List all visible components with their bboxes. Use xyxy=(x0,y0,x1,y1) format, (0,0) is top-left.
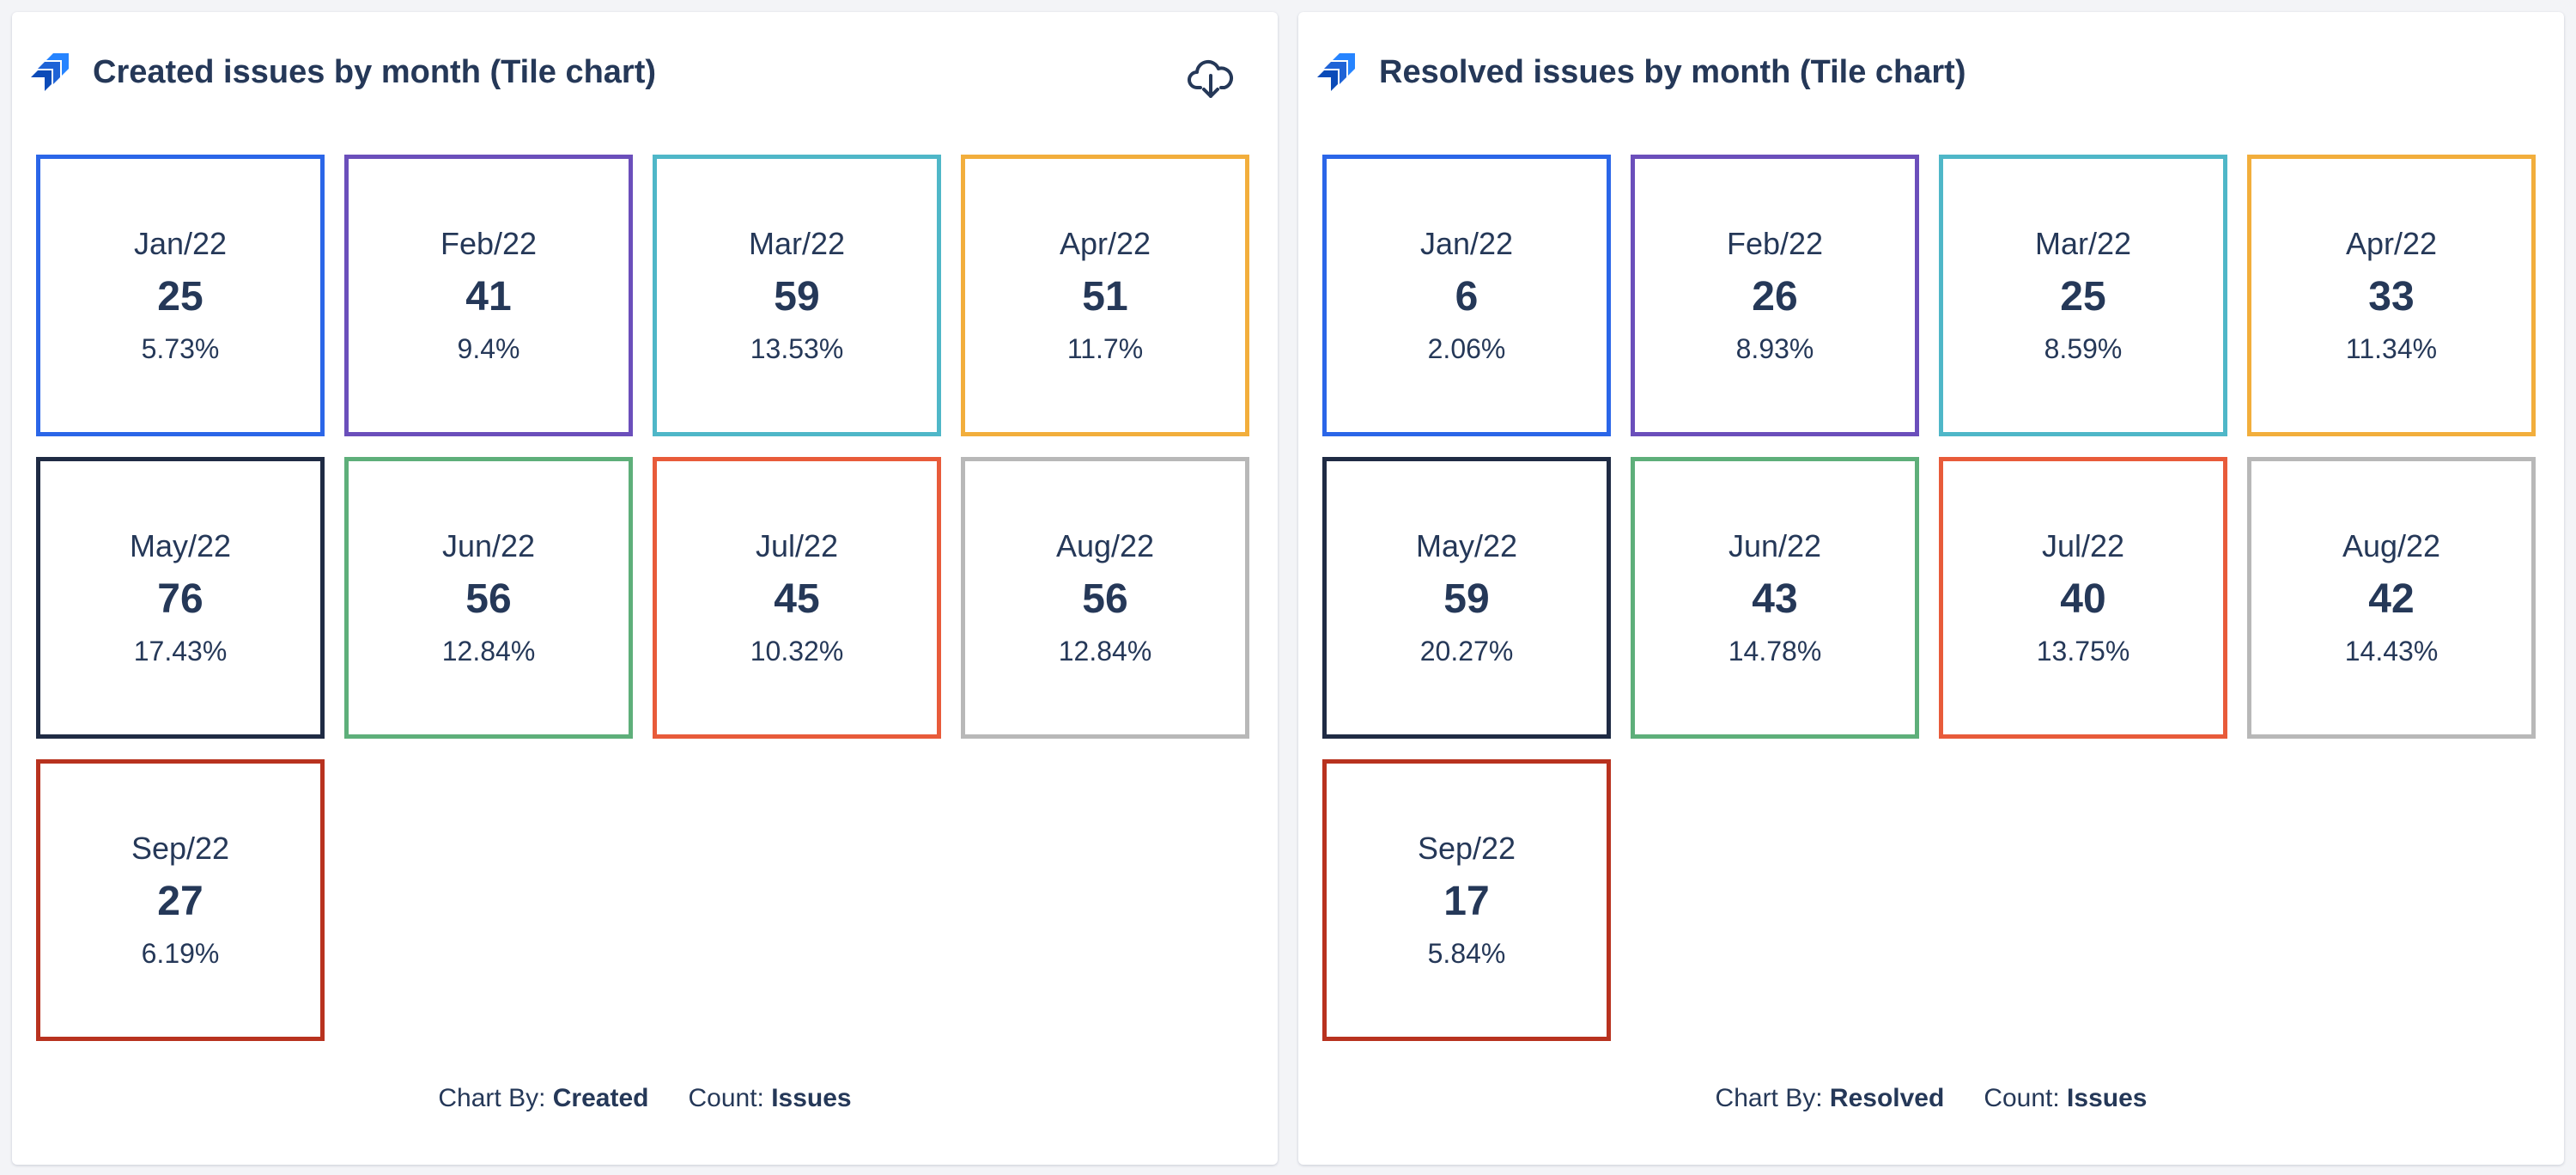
tile-percentage: 17.43% xyxy=(133,636,228,667)
tile-percentage: 10.32% xyxy=(750,636,844,667)
tile-jul[interactable]: Jul/22 45 10.32% xyxy=(653,457,941,739)
tile-jan[interactable]: Jan/22 6 2.06% xyxy=(1322,155,1611,436)
tile-apr[interactable]: Apr/22 51 11.7% xyxy=(961,155,1249,436)
tile-label: Sep/22 xyxy=(1417,831,1516,866)
tile-percentage: 5.84% xyxy=(1427,938,1506,969)
tile-sep[interactable]: Sep/22 17 5.84% xyxy=(1322,759,1611,1041)
count-value: Issues xyxy=(2067,1084,2148,1112)
created-issues-panel: Created issues by month (Tile chart) Jan… xyxy=(12,12,1278,1165)
count: Count: Issues xyxy=(1984,1084,2147,1113)
tile-label: Mar/22 xyxy=(2034,226,2132,261)
jira-logo-icon xyxy=(29,52,70,93)
count: Count: Issues xyxy=(688,1084,851,1113)
tile-label: Jun/22 xyxy=(441,528,536,563)
tile-value: 56 xyxy=(1082,576,1128,622)
tile-percentage: 13.75% xyxy=(2036,636,2130,667)
tile-percentage: 20.27% xyxy=(1419,636,1514,667)
tile-aug[interactable]: Aug/22 42 14.43% xyxy=(2247,457,2536,739)
tile-sep[interactable]: Sep/22 27 6.19% xyxy=(36,759,325,1041)
tile-mar[interactable]: Mar/22 25 8.59% xyxy=(1939,155,2227,436)
cloud-download-icon[interactable] xyxy=(1187,55,1235,103)
tile-value: 25 xyxy=(2060,274,2106,320)
tile-value: 27 xyxy=(157,879,204,924)
count-value: Issues xyxy=(771,1084,852,1112)
tile-chart: Jan/22 6 2.06% Feb/22 26 8.93% Mar/22 25… xyxy=(1322,155,2552,1041)
tile-percentage: 11.7% xyxy=(1066,333,1144,364)
tile-may[interactable]: May/22 76 17.43% xyxy=(36,457,325,739)
tile-value: 76 xyxy=(157,576,204,622)
tile-value: 40 xyxy=(2060,576,2106,622)
panel-title: Resolved issues by month (Tile chart) xyxy=(1379,53,1966,90)
tile-percentage: 9.4% xyxy=(457,333,520,364)
tile-value: 42 xyxy=(2368,576,2415,622)
tile-label: May/22 xyxy=(1415,528,1518,563)
tile-value: 59 xyxy=(774,274,820,320)
chart-by-value: Resolved xyxy=(1829,1084,1945,1112)
tile-percentage: 6.19% xyxy=(141,938,220,969)
chart-by-label: Chart By: xyxy=(1715,1084,1823,1112)
chart-by: Chart By: Created xyxy=(438,1084,648,1113)
panel-title: Created issues by month (Tile chart) xyxy=(93,53,657,90)
tile-percentage: 11.34% xyxy=(2345,333,2438,364)
tile-label: Jul/22 xyxy=(755,528,839,563)
tile-label: Apr/22 xyxy=(1059,226,1151,261)
tile-feb[interactable]: Feb/22 26 8.93% xyxy=(1631,155,1919,436)
tile-label: Jan/22 xyxy=(133,226,228,261)
tile-label: Aug/22 xyxy=(1055,528,1155,563)
tile-value: 41 xyxy=(465,274,512,320)
tile-mar[interactable]: Mar/22 59 13.53% xyxy=(653,155,941,436)
tile-jun[interactable]: Jun/22 43 14.78% xyxy=(1631,457,1919,739)
tile-chart: Jan/22 25 5.73% Feb/22 41 9.4% Mar/22 59… xyxy=(36,155,1266,1041)
tile-label: Feb/22 xyxy=(1726,226,1824,261)
tile-value: 43 xyxy=(1752,576,1798,622)
count-label: Count: xyxy=(1984,1084,2060,1112)
tile-value: 17 xyxy=(1443,879,1490,924)
tile-percentage: 13.53% xyxy=(750,333,844,364)
panel-header: Resolved issues by month (Tile chart) xyxy=(1315,52,1965,93)
tile-value: 51 xyxy=(1082,274,1128,320)
chart-footer: Chart By: Resolved Count: Issues xyxy=(1298,1084,2564,1113)
jira-logo-icon xyxy=(1315,52,1357,93)
tile-jul[interactable]: Jul/22 40 13.75% xyxy=(1939,457,2227,739)
chart-by-label: Chart By: xyxy=(438,1084,546,1112)
tile-value: 56 xyxy=(465,576,512,622)
tile-label: Jul/22 xyxy=(2041,528,2125,563)
tile-value: 26 xyxy=(1752,274,1798,320)
panel-header: Created issues by month (Tile chart) xyxy=(29,52,656,93)
count-label: Count: xyxy=(688,1084,764,1112)
tile-label: Apr/22 xyxy=(2345,226,2438,261)
tile-jan[interactable]: Jan/22 25 5.73% xyxy=(36,155,325,436)
chart-by: Chart By: Resolved xyxy=(1716,1084,1945,1113)
tile-label: Mar/22 xyxy=(748,226,846,261)
tile-jun[interactable]: Jun/22 56 12.84% xyxy=(344,457,633,739)
tile-percentage: 12.84% xyxy=(441,636,536,667)
tile-value: 45 xyxy=(774,576,820,622)
tile-label: Sep/22 xyxy=(131,831,230,866)
tile-percentage: 2.06% xyxy=(1427,333,1506,364)
tile-percentage: 14.43% xyxy=(2344,636,2439,667)
tile-may[interactable]: May/22 59 20.27% xyxy=(1322,457,1611,739)
tile-label: Jan/22 xyxy=(1419,226,1514,261)
tile-value: 59 xyxy=(1443,576,1490,622)
tile-value: 33 xyxy=(2368,274,2415,320)
tile-label: May/22 xyxy=(129,528,232,563)
chart-by-value: Created xyxy=(552,1084,649,1112)
tile-percentage: 12.84% xyxy=(1058,636,1152,667)
tile-value: 25 xyxy=(157,274,204,320)
tile-percentage: 5.73% xyxy=(141,333,220,364)
resolved-issues-panel: Resolved issues by month (Tile chart) Ja… xyxy=(1298,12,2564,1165)
tile-apr[interactable]: Apr/22 33 11.34% xyxy=(2247,155,2536,436)
tile-label: Jun/22 xyxy=(1728,528,1822,563)
tile-value: 6 xyxy=(1455,274,1479,320)
tile-label: Aug/22 xyxy=(2342,528,2441,563)
tile-feb[interactable]: Feb/22 41 9.4% xyxy=(344,155,633,436)
tile-aug[interactable]: Aug/22 56 12.84% xyxy=(961,457,1249,739)
tile-percentage: 14.78% xyxy=(1728,636,1822,667)
chart-footer: Chart By: Created Count: Issues xyxy=(12,1084,1278,1113)
tile-percentage: 8.59% xyxy=(2044,333,2123,364)
tile-percentage: 8.93% xyxy=(1735,333,1814,364)
tile-label: Feb/22 xyxy=(440,226,538,261)
